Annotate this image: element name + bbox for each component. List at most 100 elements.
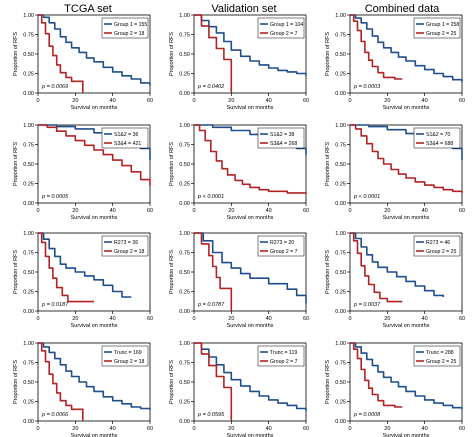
survival-curve-1 (194, 342, 307, 411)
y-tick-label: 0.75 (335, 361, 346, 367)
y-tick-label: 0.25 (23, 182, 34, 188)
x-tick-label: 60 (147, 98, 153, 104)
legend-label-2: S3&4 = 688 (426, 141, 453, 147)
y-tick-label: 1.00 (23, 123, 34, 129)
p-value-label: p = 0.0595 (197, 412, 225, 418)
x-tick-label: 60 (147, 426, 153, 432)
y-tick-label: 0.75 (23, 251, 34, 257)
y-tick-label: 0.50 (179, 270, 190, 276)
y-tick-label: 0.75 (179, 143, 190, 149)
y-tick-label: 0.00 (179, 91, 190, 97)
y-tick-label: 1.00 (23, 13, 34, 19)
x-tick-label: 40 (266, 98, 272, 104)
survival-curve-1 (38, 14, 151, 86)
y-tick-label: 0.50 (335, 380, 346, 386)
y-axis-label: Proportion of RFS (169, 32, 175, 76)
legend-box (413, 235, 461, 257)
x-axis-label: Survival on months (227, 215, 274, 221)
p-value-label: p = 0.0066 (41, 412, 69, 418)
x-tick-label: 20 (72, 208, 78, 214)
x-tick-label: 40 (110, 316, 116, 322)
legend-label-2: Group 2 = 18 (114, 31, 145, 37)
y-tick-label: 0.00 (179, 419, 190, 425)
y-tick-label: 0.75 (23, 33, 34, 39)
y-tick-label: 0.00 (335, 419, 346, 425)
legend-box (257, 345, 305, 367)
p-value-label: p = 0.0008 (353, 412, 381, 418)
y-axis-label: Proportion of RFS (169, 250, 175, 294)
survival-curve-2 (350, 124, 463, 193)
column-title-combined: Combined data (365, 3, 440, 15)
y-tick-label: 0.50 (179, 52, 190, 58)
legend-label-2: S3&4 = 421 (114, 141, 141, 147)
y-tick-label: 1.00 (335, 123, 346, 129)
x-tick-label: 60 (459, 426, 465, 432)
x-axis-label: Survival on months (383, 323, 430, 329)
y-axis-label: Proportion of RFS (325, 360, 331, 404)
x-tick-label: 60 (459, 208, 465, 214)
legend-box (413, 345, 461, 367)
survival-curve-2 (194, 124, 307, 194)
legend-label-1: S1&2 = 38 (270, 132, 294, 138)
p-value-label: p = 0.0003 (353, 84, 381, 90)
y-axis-label: Proportion of RFS (325, 142, 331, 186)
y-tick-label: 0.25 (23, 290, 34, 296)
y-tick-label: 0.25 (335, 182, 346, 188)
km-panel-2: 0.00 0.25 0.50 0.75 1.00 0 20 40 60 Survival on m… (325, 13, 465, 111)
legend-label-1: S1&2 = 70 (426, 132, 450, 138)
y-tick-label: 0.75 (335, 143, 346, 149)
y-tick-label: 0.25 (179, 290, 190, 296)
x-tick-label: 40 (110, 426, 116, 432)
y-axis-label: Proportion of RFS (325, 250, 331, 294)
survival-curve-2 (38, 124, 151, 186)
x-tick-label: 60 (459, 98, 465, 104)
x-tick-label: 0 (348, 98, 351, 104)
legend-box (101, 127, 149, 149)
legend-label-1: Trunc = 119 (270, 350, 297, 356)
y-tick-label: 1.00 (179, 13, 190, 19)
y-tick-label: 0.50 (23, 380, 34, 386)
y-tick-label: 1.00 (23, 231, 34, 237)
y-tick-label: 0.00 (23, 419, 34, 425)
legend-label-2: S3&4 = 268 (270, 141, 297, 147)
x-tick-label: 0 (348, 208, 351, 214)
y-tick-label: 0.75 (179, 251, 190, 257)
x-tick-label: 60 (459, 316, 465, 322)
x-tick-label: 20 (72, 316, 78, 322)
legend-label-1: Group 1 = 104 (270, 22, 303, 28)
p-value-label: p < 0.0001 (353, 194, 380, 200)
x-axis-label: Survival on months (227, 323, 274, 329)
y-tick-label: 0.75 (335, 33, 346, 39)
survival-curve-1 (350, 342, 463, 410)
y-tick-label: 1.00 (179, 341, 190, 347)
x-tick-label: 60 (303, 426, 309, 432)
x-tick-label: 0 (36, 98, 39, 104)
survival-curve-2 (350, 232, 403, 303)
km-panel-5: 0.00 0.25 0.50 0.75 1.00 0 20 40 60 Survival on m… (325, 123, 465, 221)
x-tick-label: 0 (36, 426, 39, 432)
y-axis-label: Proportion of RFS (169, 142, 175, 186)
km-panel-0: 0.00 0.25 0.50 0.75 1.00 0 20 40 60 Survival on m… (13, 13, 153, 111)
survival-curve-2 (350, 342, 403, 408)
x-tick-label: 0 (192, 426, 195, 432)
x-axis-label: Survival on months (227, 105, 274, 111)
y-tick-label: 0.25 (179, 400, 190, 406)
km-panel-8: 0.00 0.25 0.50 0.75 1.00 0 20 40 60 Survival on m… (325, 231, 465, 329)
y-tick-label: 0.25 (335, 400, 346, 406)
x-axis-label: Survival on months (383, 215, 430, 221)
p-value-label: p = 0.0787 (197, 302, 225, 308)
legend-label-2: Group 2 = 18 (114, 359, 145, 365)
x-axis-label: Survival on months (71, 433, 118, 437)
x-tick-label: 40 (422, 316, 428, 322)
legend-label-1: R273 = 26 (114, 240, 138, 246)
legend-box (413, 127, 461, 149)
survival-curve-1 (350, 232, 445, 297)
x-tick-label: 20 (384, 208, 390, 214)
y-tick-label: 0.25 (23, 400, 34, 406)
x-tick-label: 20 (384, 316, 390, 322)
x-tick-label: 20 (228, 426, 234, 432)
y-tick-label: 0.25 (179, 72, 190, 78)
y-tick-label: 0.75 (179, 361, 190, 367)
p-value-label: p < 0.0001 (197, 194, 224, 200)
